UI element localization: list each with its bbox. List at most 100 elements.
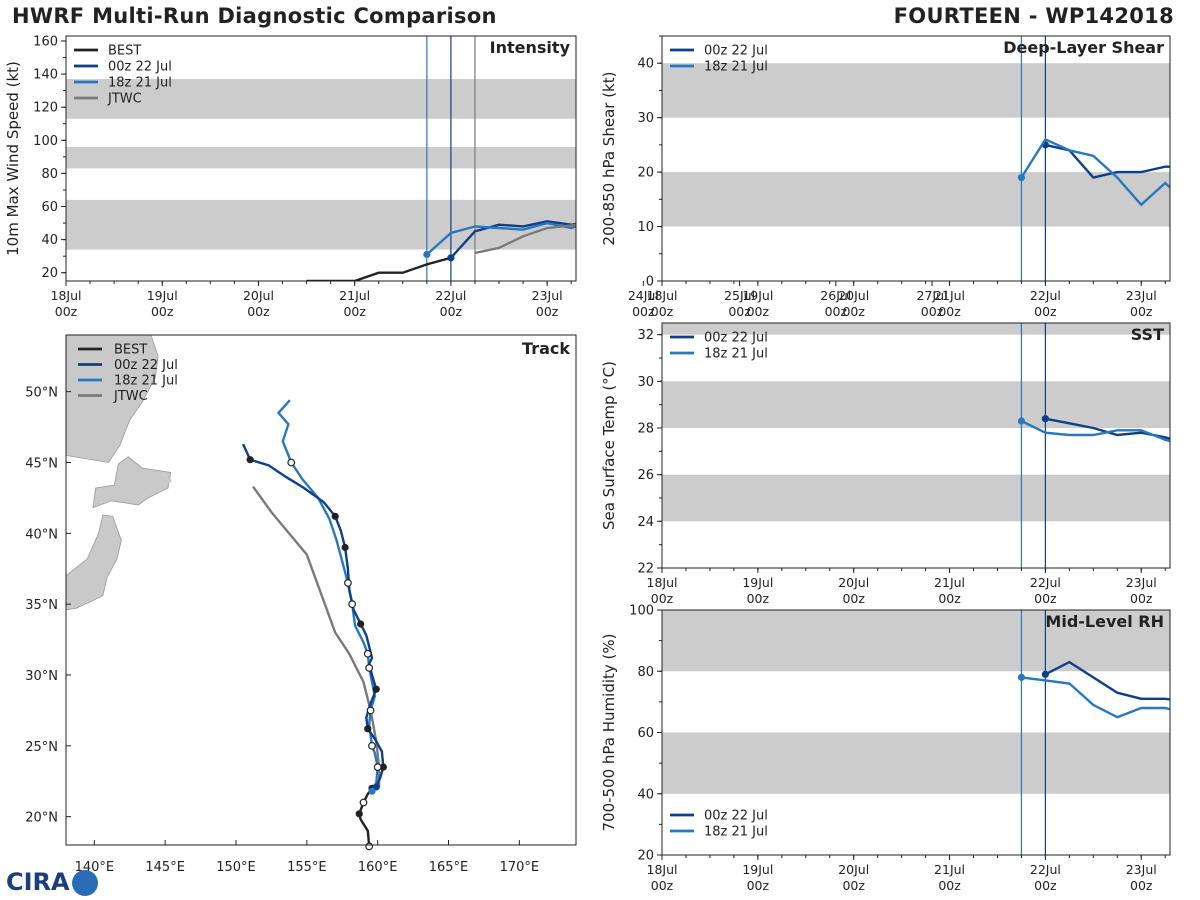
intensity-xtick-sublabel-6: 00z (632, 304, 655, 319)
shear-xtick-label-3: 21Jul (934, 288, 965, 303)
rh-xtick-sublabel-0: 00z (651, 878, 674, 893)
intensity-xtick-sublabel-8: 00z (825, 304, 848, 319)
rh-xtick-sublabel-5: 00z (1130, 878, 1153, 893)
intensity-xtick-label-8: 26Jul (820, 288, 851, 303)
track-xtick-label-4: 160°E (358, 860, 398, 875)
rh-xtick-sublabel-2: 00z (842, 878, 865, 893)
intensity-band-1 (66, 146, 576, 169)
shear-xtick-sublabel-2: 00z (842, 304, 865, 319)
track-chart (65, 334, 577, 851)
intensity-series-1-line (450, 220, 576, 259)
rh-band-1 (662, 610, 1170, 672)
track-run1-filled-marker (379, 763, 387, 771)
sst-xtick-sublabel-5: 00z (1130, 591, 1153, 606)
rh-xtick-sublabel-3: 00z (938, 878, 961, 893)
track-ytick-label-0: 20°N (25, 811, 58, 826)
intensity-ytick-label-4: 100 (33, 134, 58, 149)
sst-ytick-label-3: 28 (637, 422, 654, 437)
track-xtick-label-5: 165°E (429, 860, 469, 875)
rh-ytick-label-1: 40 (637, 787, 654, 802)
rh-xtick-label-5: 23Jul (1126, 862, 1157, 877)
sst-xtick-label-2: 20Jul (838, 575, 869, 590)
island (167, 478, 172, 484)
track-run1-filled-marker (331, 512, 339, 520)
track-ytick-label-4: 40°N (25, 527, 58, 542)
sst-ytick-label-5: 32 (637, 328, 654, 343)
intensity-series-2-marker (423, 250, 431, 259)
track-frame (65, 334, 577, 846)
shear-title: Deep-Layer Shear (1003, 38, 1164, 57)
intensity-xtick-sublabel-9: 00z (921, 304, 944, 319)
intensity-xtick-label-0: 18Jul (51, 288, 82, 303)
track-ytick-label-5: 45°N (25, 457, 58, 472)
shear-xtick-label-1: 19Jul (742, 288, 773, 303)
track-run2-line (276, 399, 379, 792)
intensity-ylabel: 10m Max Wind Speed (kt) (4, 61, 22, 256)
rh-series-0-marker (1041, 670, 1049, 678)
track-run1-filled-marker (364, 725, 372, 733)
shear-band-1 (662, 63, 1170, 118)
sst-ytick-label-2: 26 (637, 468, 654, 483)
intensity-xtick-label-9: 27Jul (917, 288, 948, 303)
track-run2-open-marker (348, 600, 357, 609)
track-best-line (357, 785, 377, 845)
rh-series-1-line (1021, 676, 1170, 719)
track-run1-line (242, 443, 385, 788)
intensity-band-2 (66, 79, 576, 119)
rh-band-0 (662, 732, 1170, 794)
sst-legend-label-0: 00z 22 Jul (704, 331, 768, 346)
shear-ytick-label-3: 30 (637, 111, 654, 126)
land-mass-2 (66, 335, 159, 463)
sst-ylabel: Sea Surface Temp (°C) (600, 361, 618, 530)
intensity-ytick-label-5: 120 (33, 101, 58, 116)
intensity-frame (65, 35, 577, 282)
sst-series-0-line (1045, 417, 1170, 440)
intensity-ytick-label-7: 160 (33, 34, 58, 49)
sst-ytick-label-0: 22 (637, 562, 654, 577)
sst-ytick-label-4: 30 (637, 375, 654, 390)
shear-xtick-label-4: 22Jul (1030, 288, 1061, 303)
shear-chart (657, 35, 1171, 286)
track-ytick-label-6: 50°N (25, 386, 58, 401)
sst-xtick-label-5: 23Jul (1126, 575, 1157, 590)
intensity-legend-label-0: BEST (108, 44, 141, 59)
track-run1-filled-marker (372, 685, 380, 693)
intensity-legend-label-1: 00z 22 Jul (108, 60, 172, 75)
intensity-ytick-label-2: 60 (41, 200, 58, 215)
shear-ytick-label-0: 0 (646, 275, 654, 290)
page-title: HWRF Multi-Run Diagnostic Comparison (12, 4, 497, 28)
logo-text: CIRA (6, 868, 70, 896)
track-best-open-marker (359, 798, 368, 807)
shear-ytick-label-4: 40 (637, 57, 654, 72)
rh-legend-label-0: 00z 22 Jul (704, 809, 768, 824)
land-mass-0 (66, 514, 122, 611)
track-run1-filled-marker (246, 456, 254, 464)
track-land (66, 335, 172, 611)
track-xtick-label-1: 145°E (145, 860, 185, 875)
shear-legend-label-1: 18z 21 Jul (704, 60, 768, 75)
intensity-series-0-line (306, 256, 452, 281)
intensity-series-3-line (474, 223, 576, 255)
sst-band-2 (662, 323, 1170, 335)
shear-xtick-sublabel-1: 00z (747, 304, 770, 319)
rh-xtick-label-3: 21Jul (934, 862, 965, 877)
intensity-xtick-sublabel-3: 00z (343, 304, 366, 319)
track-run2-open-marker (373, 763, 382, 771)
shear-series-1-line (1020, 137, 1170, 207)
rh-legend-label-1: 18z 21 Jul (704, 825, 768, 840)
track-jtwc-line (252, 485, 381, 787)
sst-series-0-marker (1041, 415, 1049, 423)
intensity-xtick-label-2: 20Jul (243, 288, 274, 303)
sst-xtick-label-4: 22Jul (1030, 575, 1061, 590)
rh-xtick-sublabel-1: 00z (747, 878, 770, 893)
intensity-band-0 (66, 199, 576, 250)
sst-ytick-label-1: 24 (637, 515, 654, 530)
shear-series-0-line (1045, 143, 1170, 179)
intensity-xtick-sublabel-5: 00z (536, 304, 559, 319)
sst-title: SST (1131, 325, 1164, 344)
track-run2-open-marker (287, 458, 296, 467)
track-run2-open-marker (366, 706, 375, 715)
land-mass-1 (92, 456, 172, 509)
shear-ylabel: 200-850 hPa Shear (kt) (600, 72, 618, 246)
